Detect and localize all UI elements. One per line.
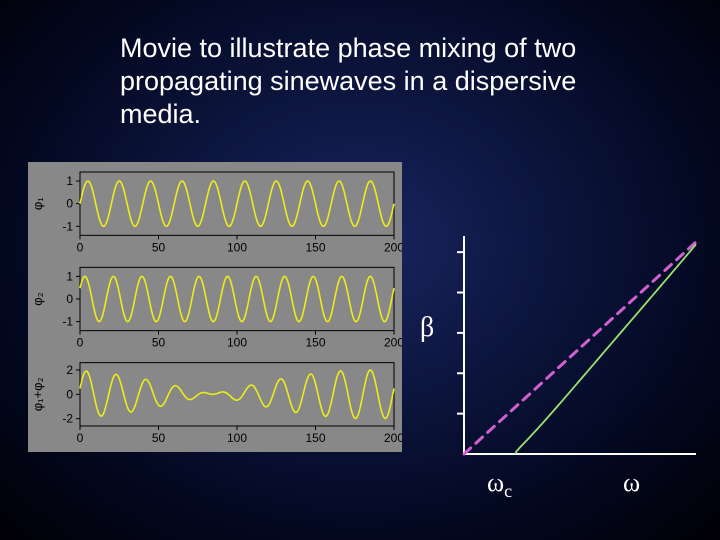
omega-cutoff-label: ωc <box>487 468 512 502</box>
svg-text:200: 200 <box>384 240 402 254</box>
dispersion-plot-svg <box>438 232 700 462</box>
svg-text:-1: -1 <box>62 219 73 233</box>
svg-text:0: 0 <box>66 292 73 306</box>
svg-text:0: 0 <box>66 387 73 401</box>
omega-axis-label: ω <box>623 468 640 498</box>
svg-text:-2: -2 <box>62 412 73 426</box>
svg-text:100: 100 <box>227 240 247 254</box>
svg-text:150: 150 <box>305 336 325 350</box>
svg-text:0: 0 <box>77 336 84 350</box>
svg-text:150: 150 <box>305 431 325 445</box>
svg-text:0: 0 <box>77 240 84 254</box>
svg-text:φ₁+φ₂: φ₁+φ₂ <box>30 377 45 411</box>
dispersion-plot-panel <box>438 232 700 462</box>
wave-plots-panel: -101050100150200φ₁-101050100150200φ₂-202… <box>28 162 402 452</box>
svg-text:φ₂: φ₂ <box>30 292 45 305</box>
svg-text:0: 0 <box>66 197 73 211</box>
svg-text:100: 100 <box>227 336 247 350</box>
svg-text:50: 50 <box>152 240 166 254</box>
svg-text:-1: -1 <box>62 315 73 329</box>
wave-plots-svg: -101050100150200φ₁-101050100150200φ₂-202… <box>28 162 402 452</box>
svg-text:100: 100 <box>227 431 247 445</box>
svg-text:φ₁: φ₁ <box>30 197 45 210</box>
svg-text:1: 1 <box>66 174 73 188</box>
svg-text:200: 200 <box>384 431 402 445</box>
slide-title: Movie to illustrate phase mixing of two … <box>120 32 600 131</box>
svg-text:1: 1 <box>66 269 73 283</box>
svg-text:2: 2 <box>66 363 73 377</box>
svg-text:50: 50 <box>152 336 166 350</box>
svg-text:200: 200 <box>384 336 402 350</box>
beta-axis-label: β <box>420 312 434 344</box>
svg-text:50: 50 <box>152 431 166 445</box>
svg-text:150: 150 <box>305 240 325 254</box>
svg-text:0: 0 <box>77 431 84 445</box>
